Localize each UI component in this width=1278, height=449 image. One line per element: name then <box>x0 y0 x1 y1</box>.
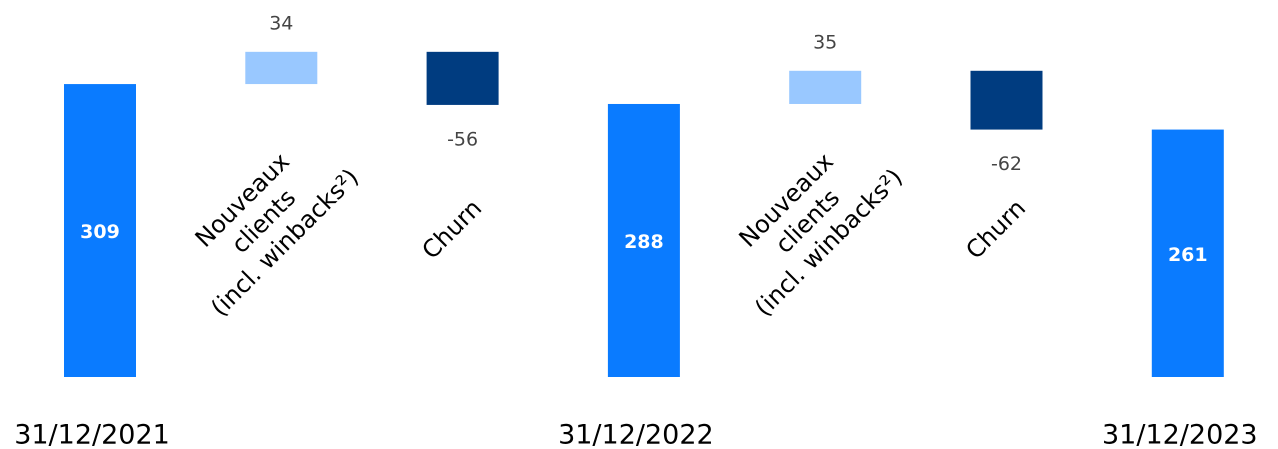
category-label: 31/12/2022 <box>558 420 714 449</box>
value-label: 261 <box>1168 244 1208 266</box>
value-label: 35 <box>813 31 837 53</box>
value-label: -62 <box>991 153 1022 175</box>
category-label: Nouveauxclients(incl. winbacks²) <box>163 121 364 322</box>
category-label: 31/12/2021 <box>14 420 170 449</box>
value-label: -56 <box>447 128 478 150</box>
bar <box>607 103 680 377</box>
bar <box>1151 129 1224 377</box>
bar <box>64 84 136 378</box>
value-label: 288 <box>624 231 664 253</box>
bar <box>970 70 1043 130</box>
category-label: Churn <box>960 194 1031 265</box>
category-label: 31/12/2023 <box>1102 420 1258 449</box>
value-label: 34 <box>269 12 293 34</box>
bar <box>789 70 862 104</box>
value-label: 309 <box>80 221 120 243</box>
category-label: Nouveauxclients(incl. winbacks²) <box>707 121 908 322</box>
bar <box>426 51 499 105</box>
category-label: Churn <box>417 194 488 265</box>
bar <box>245 51 318 85</box>
